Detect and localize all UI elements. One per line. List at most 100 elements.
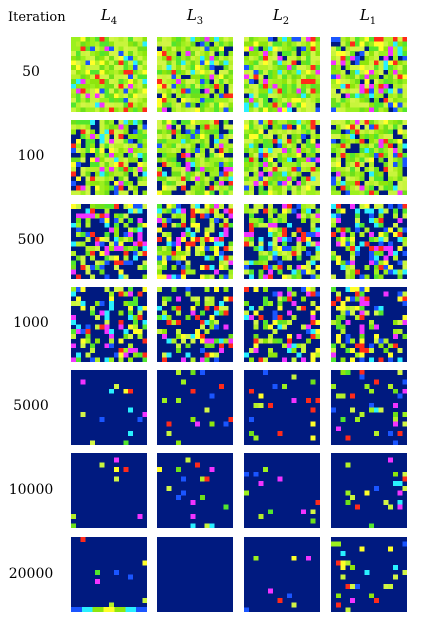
heatmap-pixel	[118, 236, 124, 242]
heatmap-pixel	[185, 97, 191, 103]
heatmap-pixel	[331, 93, 337, 99]
heatmap-pixel	[244, 232, 250, 238]
heatmap-pixel	[335, 74, 341, 80]
heatmap-pixel	[373, 430, 379, 436]
heatmap-pixel	[354, 129, 360, 135]
heatmap-pixel	[123, 55, 129, 61]
heatmap-pixel	[335, 305, 341, 311]
heatmap-pixel	[369, 171, 375, 177]
heatmap-pixel	[244, 83, 250, 89]
heatmap-pixel	[118, 97, 124, 103]
heatmap-pixel	[228, 143, 233, 149]
heatmap-pixel	[166, 185, 172, 191]
heatmap-pixel	[263, 287, 269, 292]
heatmap-pixel	[296, 148, 302, 154]
heatmap-pixel	[310, 171, 316, 177]
heatmap-pixel	[180, 65, 186, 71]
heatmap-pixel	[350, 347, 356, 353]
heatmap-pixel	[128, 134, 134, 140]
heatmap-pixel	[345, 120, 351, 125]
heatmap-pixel	[315, 143, 320, 149]
heatmap-pixel	[345, 499, 351, 505]
heatmap-pixel	[142, 176, 147, 182]
heatmap-pixel	[373, 269, 379, 275]
heatmap-pixel	[263, 93, 269, 99]
heatmap-pixel	[340, 241, 346, 247]
heatmap-pixel	[180, 218, 186, 224]
heatmap-pixel	[359, 190, 365, 195]
heatmap-pixel	[223, 157, 229, 163]
heatmap-pixel	[277, 46, 283, 52]
heatmap-pixel	[204, 319, 210, 325]
heatmap-pixel	[286, 79, 292, 85]
heatmap-pixel	[99, 37, 105, 42]
heatmap-pixel	[286, 97, 292, 103]
heatmap-pixel	[350, 287, 356, 292]
heatmap-pixel	[228, 129, 233, 135]
heatmap-pixel	[137, 69, 143, 75]
heatmap-pixel	[267, 333, 273, 339]
heatmap-pixel	[180, 138, 186, 144]
heatmap-pixel	[397, 227, 403, 233]
heatmap-pixel	[248, 41, 254, 47]
heatmap-pixel	[373, 74, 379, 80]
heatmap-pixel	[392, 255, 398, 261]
heatmap-pixel	[291, 347, 297, 353]
heatmap-pixel	[335, 255, 341, 261]
heatmap-pixel	[195, 93, 201, 99]
heatmap-pixel	[223, 185, 229, 191]
heatmap-pixel	[263, 319, 269, 325]
heatmap-pixel	[258, 255, 264, 261]
heatmap-pixel	[296, 74, 302, 80]
heatmap-pixel	[166, 218, 172, 224]
heatmap-cell-10000-l3	[157, 453, 233, 528]
heatmap-pixel	[350, 180, 356, 186]
heatmap-pixel	[113, 213, 119, 219]
heatmap-pixel	[345, 134, 351, 140]
heatmap-pixel	[128, 430, 134, 436]
heatmap-pixel	[296, 269, 302, 275]
heatmap-pixel	[263, 83, 269, 89]
heatmap-pixel	[369, 148, 375, 154]
heatmap-pixel	[185, 176, 191, 182]
heatmap-pixel	[180, 490, 186, 496]
heatmap-pixel	[171, 88, 177, 94]
heatmap-pixel	[315, 291, 320, 297]
heatmap-pixel	[354, 120, 360, 125]
heatmap-pixel	[128, 407, 134, 413]
heatmap-pixel	[373, 485, 379, 491]
heatmap-pixel	[142, 264, 147, 270]
heatmap-pixel	[128, 37, 134, 42]
heatmap-pixel	[90, 176, 96, 182]
column-header-sub: 2	[282, 16, 290, 27]
heatmap-pixel	[109, 41, 115, 47]
heatmap-pixel	[277, 166, 283, 172]
heatmap-pixel	[128, 305, 134, 311]
heatmap-pixel	[118, 138, 124, 144]
heatmap-pixel	[305, 88, 311, 94]
heatmap-pixel	[75, 51, 81, 57]
heatmap-pixel	[109, 46, 115, 52]
heatmap-pixel	[94, 171, 100, 177]
heatmap-pixel	[286, 102, 292, 108]
heatmap-pixel	[291, 555, 297, 561]
heatmap-pixel	[354, 185, 360, 191]
heatmap-pixel	[282, 93, 288, 99]
heatmap-pixel	[99, 107, 105, 112]
heatmap-pixel	[277, 236, 283, 242]
heatmap-pixel	[166, 190, 172, 195]
heatmap-pixel	[359, 162, 365, 168]
heatmap-pixel	[171, 171, 177, 177]
heatmap-pixel	[244, 301, 250, 307]
heatmap-pixel	[109, 602, 115, 608]
heatmap-pixel	[223, 97, 229, 103]
heatmap-pixel	[180, 102, 186, 108]
heatmap-pixel	[75, 83, 81, 89]
heatmap-pixel	[185, 166, 191, 172]
heatmap-pixel	[305, 176, 311, 182]
heatmap-pixel	[85, 102, 91, 108]
heatmap-pixel	[392, 176, 398, 182]
heatmap-pixel	[142, 180, 147, 186]
heatmap-pixel	[291, 374, 297, 380]
heatmap-pixel	[388, 51, 394, 57]
